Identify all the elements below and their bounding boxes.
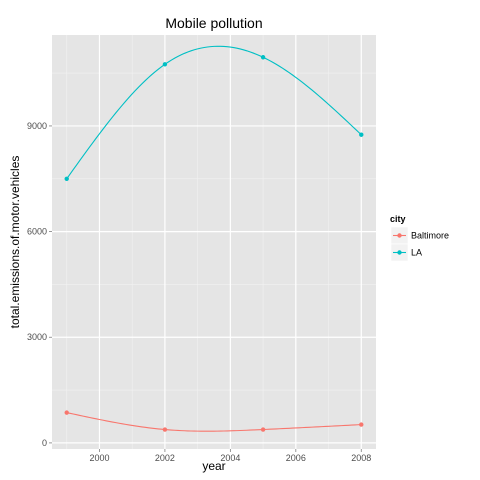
data-point-la: [260, 55, 266, 60]
y-tick-label: 6000: [27, 227, 47, 237]
data-point-la: [162, 62, 168, 67]
legend-title: city: [390, 214, 406, 224]
chart-title: Mobile pollution: [165, 15, 262, 31]
legend: city Baltimore LA: [390, 214, 449, 262]
x-tick-label: 2004: [220, 453, 240, 463]
data-point-baltimore: [260, 427, 266, 432]
data-point-la: [64, 176, 69, 181]
legend-key-point: [397, 250, 402, 255]
series-line-la: [66, 45, 362, 180]
x-tick-label: 2006: [286, 453, 306, 463]
series-lines: [66, 45, 362, 432]
data-point-baltimore: [64, 410, 69, 415]
legend-key-point: [397, 233, 402, 238]
x-axis-ticks: 2000 2002 2004 2006 2008: [89, 449, 371, 463]
x-tick-label: 2000: [89, 453, 109, 463]
legend-label-baltimore: Baltimore: [411, 231, 449, 241]
legend-items: Baltimore LA: [390, 226, 449, 262]
data-point-baltimore: [162, 427, 168, 432]
legend-label-la: LA: [411, 248, 422, 258]
data-point-baltimore: [359, 422, 364, 427]
y-tick-label: 9000: [27, 121, 47, 131]
y-axis-ticks: 0 3000 6000 9000: [27, 121, 52, 448]
y-tick-label: 3000: [27, 332, 47, 342]
x-tick-label: 2008: [351, 453, 371, 463]
x-axis-title: year: [202, 459, 225, 473]
data-point-la: [359, 132, 364, 137]
y-tick-label: 0: [42, 438, 47, 448]
series-line-baltimore: [66, 412, 362, 432]
plot-panel: [52, 35, 376, 449]
y-axis-title: total.emissions.of.motor.vehicles: [8, 156, 22, 329]
major-gridlines: [52, 35, 376, 449]
x-tick-label: 2002: [155, 453, 175, 463]
series-points: [64, 55, 364, 432]
